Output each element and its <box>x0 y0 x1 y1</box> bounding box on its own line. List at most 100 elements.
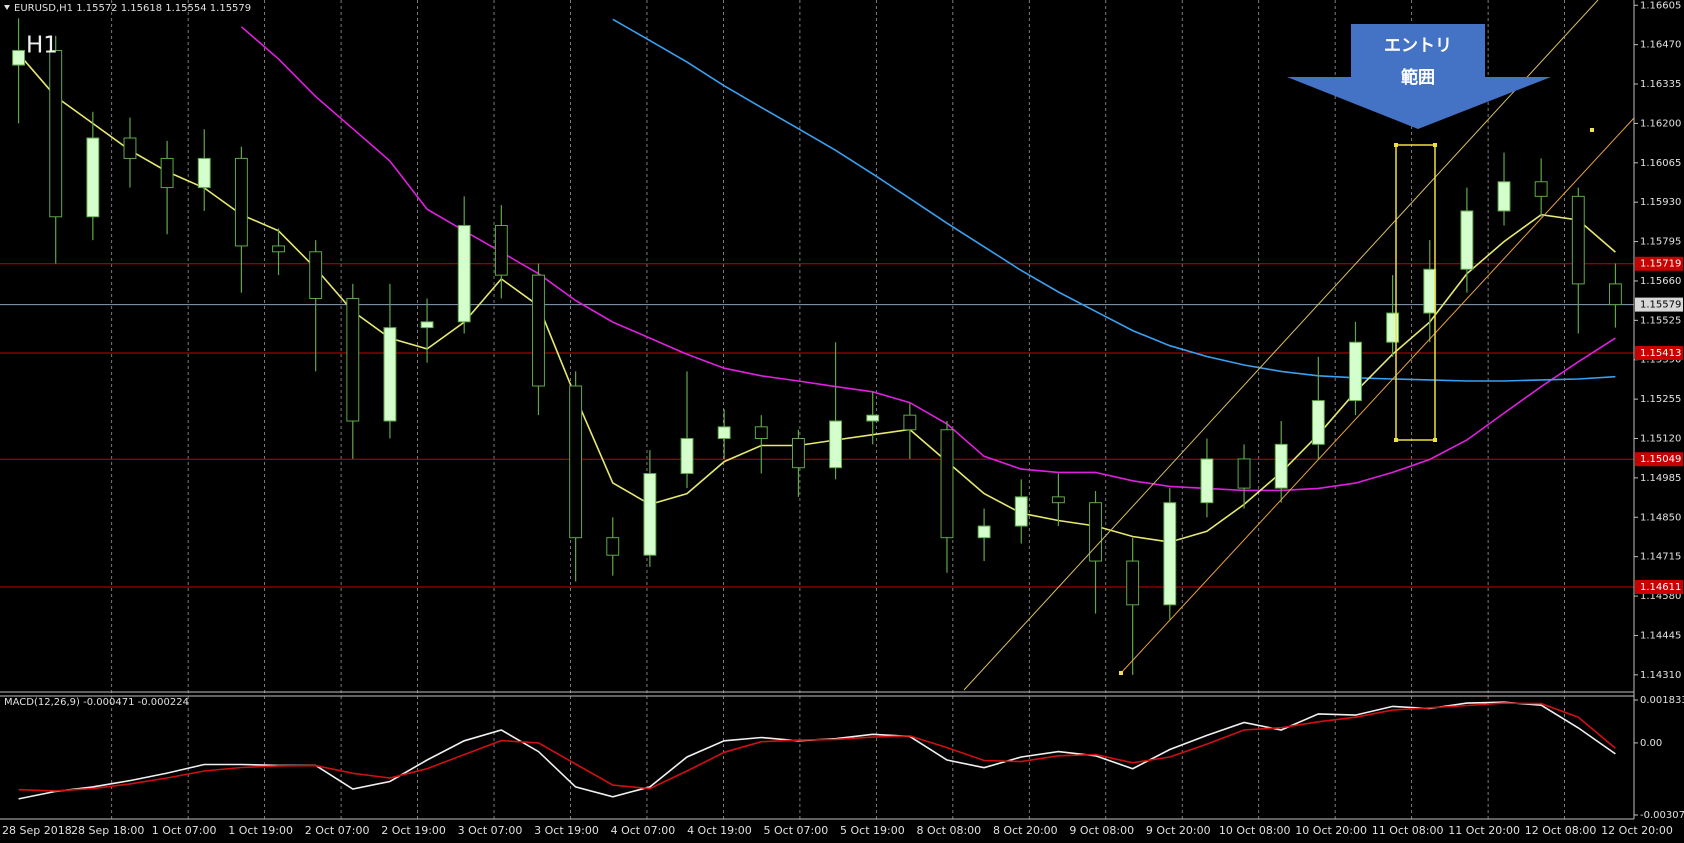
candle-body <box>977 525 991 539</box>
y-tick-label: 1.15390 <box>1640 355 1681 366</box>
y-tick-label: 1.15255 <box>1640 394 1681 405</box>
candle-body <box>903 414 917 431</box>
x-tick-label: 9 Oct 08:00 <box>1069 824 1134 837</box>
y-tick-label: 1.15660 <box>1640 276 1681 287</box>
y-tick-label: 1.15795 <box>1640 237 1681 248</box>
x-tick-label: 5 Oct 07:00 <box>764 824 829 837</box>
candle-body <box>606 537 620 556</box>
candle-body <box>1237 458 1251 489</box>
x-tick-label: 3 Oct 07:00 <box>458 824 523 837</box>
candle-body <box>1051 496 1065 504</box>
y-tick-label: 1.16065 <box>1640 158 1681 169</box>
candle-body <box>569 385 583 539</box>
candle-body <box>1014 496 1028 527</box>
entry-zone <box>1395 144 1436 441</box>
y-tick-label: 1.14580 <box>1640 591 1681 602</box>
candle-body <box>12 49 26 66</box>
y-tick-label: 1.16605 <box>1640 0 1681 11</box>
candle-body <box>49 49 63 218</box>
y-tick-label: 1.16200 <box>1640 118 1681 129</box>
candle-body <box>1311 400 1325 445</box>
candle-body <box>309 251 323 299</box>
level-label: 1.15413 <box>1640 348 1681 359</box>
y-tick-label: 1.16335 <box>1640 79 1681 90</box>
entry-arrow <box>1287 24 1551 129</box>
x-tick-label: 8 Oct 20:00 <box>993 824 1058 837</box>
bid-label-box <box>1635 297 1683 312</box>
candle-body <box>1349 341 1362 402</box>
zone-handle <box>1394 143 1398 147</box>
candle-body <box>829 420 843 469</box>
y-tick-label: 1.14310 <box>1640 670 1681 681</box>
trend-point <box>1590 128 1594 132</box>
candle-body <box>1274 443 1288 489</box>
candle-body <box>1163 502 1177 606</box>
level-label: 1.15049 <box>1640 454 1681 465</box>
zone-handle <box>1433 438 1437 442</box>
candle-body <box>86 137 100 218</box>
candle-body <box>1200 458 1214 504</box>
level-label-box <box>1635 452 1683 467</box>
y-tick-label: 1.15930 <box>1640 197 1681 208</box>
x-tick-label: 10 Oct 20:00 <box>1295 824 1367 837</box>
candle-body <box>160 157 174 189</box>
candle-body <box>197 157 211 189</box>
x-tick-label: 28 Sep 18:00 <box>71 824 144 837</box>
y-tick-label: 1.14715 <box>1640 552 1681 563</box>
candle-body <box>383 327 397 422</box>
x-tick-label: 2 Oct 19:00 <box>381 824 446 837</box>
candle-body <box>346 297 360 422</box>
x-tick-label: 4 Oct 19:00 <box>687 824 752 837</box>
x-tick-label: 9 Oct 20:00 <box>1146 824 1211 837</box>
x-tick-label: 8 Oct 08:00 <box>916 824 981 837</box>
trend-line <box>1120 117 1635 674</box>
candle-body <box>457 225 471 323</box>
timeframe-label: H1 <box>26 33 58 59</box>
x-tick-label: 5 Oct 19:00 <box>840 824 905 837</box>
candle-body <box>1571 195 1585 285</box>
level-label: 1.14611 <box>1640 582 1681 593</box>
candle-body <box>940 429 954 539</box>
y-tick-label: -0.003079 <box>1640 810 1684 821</box>
x-tick-label: 1 Oct 07:00 <box>152 824 217 837</box>
annotation-text: 範囲 <box>1401 67 1435 88</box>
x-tick-label: 1 Oct 19:00 <box>228 824 293 837</box>
y-tick-label: 1.14985 <box>1640 473 1681 484</box>
candle-body <box>234 157 248 247</box>
zone-handle <box>1394 438 1398 442</box>
candle-body <box>1497 181 1511 212</box>
annotation-text: エントリ <box>1384 36 1452 56</box>
menu-marker <box>4 5 10 10</box>
x-tick-label: 11 Oct 20:00 <box>1448 824 1520 837</box>
level-label-box <box>1635 256 1683 271</box>
level-label: 1.15719 <box>1640 259 1681 270</box>
candle-body <box>123 137 137 159</box>
chart-header: EURUSD,H1 1.15572 1.15618 1.15554 1.1557… <box>14 3 251 14</box>
candle-body <box>643 473 657 556</box>
indicator-label: MACD(12,26,9) -0.000471 -0.000224 <box>4 697 189 708</box>
candle-body <box>1534 181 1548 197</box>
y-tick-label: 1.15525 <box>1640 315 1681 326</box>
candle-body <box>754 426 768 440</box>
x-tick-label: 3 Oct 19:00 <box>534 824 599 837</box>
x-tick-label: 12 Oct 08:00 <box>1525 824 1597 837</box>
indicator-line <box>612 18 1616 382</box>
candle-body <box>1460 210 1474 270</box>
x-tick-label: 2 Oct 07:00 <box>305 824 370 837</box>
candle-body <box>1089 502 1102 562</box>
y-tick-label: 0.00 <box>1640 738 1662 749</box>
x-tick-label: 28 Sep 2018 <box>2 824 72 837</box>
y-tick-label: 1.16470 <box>1640 40 1681 51</box>
candle-body <box>272 245 285 253</box>
candle-body <box>791 438 805 469</box>
zone-handle <box>1433 143 1437 147</box>
y-tick-label: 1.15120 <box>1640 434 1681 445</box>
candle-body <box>680 438 694 475</box>
candle-body <box>532 274 545 387</box>
x-tick-label: 10 Oct 08:00 <box>1219 824 1291 837</box>
candle-body <box>1423 268 1437 314</box>
x-tick-label: 12 Oct 20:00 <box>1601 824 1673 837</box>
